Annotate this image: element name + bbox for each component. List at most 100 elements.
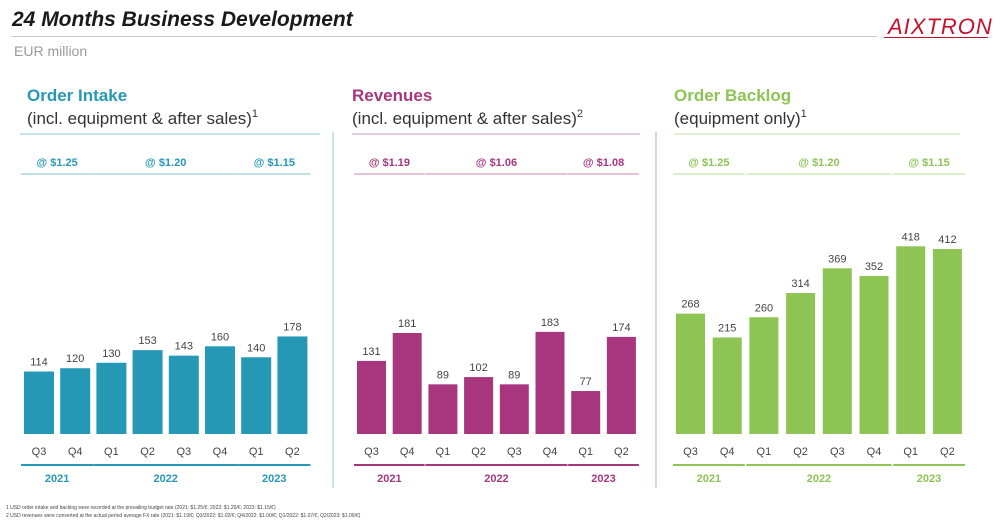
revenues-data-label: 131	[362, 346, 380, 358]
order-intake-title: Order Intake	[27, 86, 127, 105]
order-backlog-data-label: 412	[938, 234, 956, 246]
revenues-bar	[499, 384, 529, 434]
revenues-tick-label: Q4	[400, 446, 415, 458]
revenues-subtitle: (incl. equipment & after sales)2	[352, 108, 583, 128]
order-intake-data-label: 143	[175, 341, 193, 353]
order-backlog-data-label: 369	[828, 253, 846, 265]
order-backlog-data-label: 260	[755, 302, 773, 314]
order-backlog-tick-label: Q2	[793, 446, 808, 458]
order-intake-tick-label: Q2	[285, 446, 300, 458]
order-intake-bar	[132, 350, 163, 434]
revenues-bar	[535, 331, 565, 434]
order-intake-bar	[241, 357, 272, 434]
logo-underline	[884, 37, 988, 38]
order-intake-rate-label: @ $1.20	[145, 157, 186, 169]
revenues-bar	[571, 391, 601, 434]
revenues-data-label: 89	[437, 369, 449, 381]
revenues-data-label: 89	[508, 369, 520, 381]
order-intake-data-label: 178	[283, 321, 301, 333]
order-backlog-data-label: 215	[718, 322, 736, 334]
order-backlog-tick-label: Q4	[867, 446, 882, 458]
order-intake-tick-label: Q1	[249, 446, 264, 458]
order-intake-tick-label: Q3	[176, 446, 191, 458]
order-intake-tick-label: Q4	[213, 446, 228, 458]
revenues-year-label: 2021	[377, 473, 401, 485]
order-intake-subtitle: (incl. equipment & after sales)1	[27, 108, 258, 128]
order-backlog-tick-label: Q3	[830, 446, 845, 458]
order-intake-data-label: 140	[247, 342, 265, 354]
order-backlog-footnote-ref: 1	[801, 108, 807, 120]
order-backlog-bar	[932, 249, 962, 434]
revenues-tick-label: Q2	[471, 446, 486, 458]
order-intake-bar	[96, 362, 127, 434]
revenues-bar	[357, 360, 386, 434]
revenues-bar	[464, 377, 494, 434]
order-intake-tick-label: Q3	[32, 446, 47, 458]
order-intake-tick-label: Q1	[104, 446, 119, 458]
order-backlog-data-label: 268	[681, 299, 699, 311]
order-backlog-data-label: 314	[791, 278, 809, 290]
order-intake-year-label: 2022	[153, 473, 177, 485]
order-backlog-bar	[896, 246, 926, 434]
revenues-title: Revenues	[352, 86, 432, 105]
order-backlog-year-label: 2022	[807, 473, 831, 485]
order-backlog-bar	[676, 313, 705, 434]
order-backlog-tick-label: Q2	[940, 446, 955, 458]
order-intake-bar	[24, 371, 54, 434]
company-logo: AIXTRON	[888, 14, 993, 39]
order-intake-bar	[168, 355, 199, 434]
revenues-rate-label: @ $1.19	[369, 157, 410, 169]
revenues-tick-label: Q1	[436, 446, 451, 458]
order-backlog-rate-label: @ $1.20	[798, 157, 839, 169]
order-backlog-bar	[859, 275, 889, 434]
footnotes: 1 USD order intake and backlog were reco…	[6, 504, 360, 520]
order-backlog-tick-label: Q4	[720, 446, 735, 458]
revenues-data-label: 183	[541, 317, 559, 329]
order-intake-rate-label: @ $1.15	[254, 157, 295, 169]
order-backlog-title: Order Backlog	[674, 86, 791, 105]
order-intake-rate-label: @ $1.25	[36, 157, 77, 169]
order-backlog-bar	[749, 317, 779, 434]
revenues-data-label: 174	[612, 322, 630, 334]
revenues-rate-label: @ $1.08	[583, 157, 624, 169]
order-intake-bar	[277, 336, 308, 434]
revenues-tick-label: Q3	[507, 446, 522, 458]
revenues-footnote-ref: 2	[577, 108, 583, 120]
footnote-2: 2 USD revenues were converted at the act…	[6, 513, 361, 519]
revenues-data-label: 102	[469, 362, 487, 374]
order-intake-footnote-ref: 1	[252, 108, 258, 120]
revenues-tick-label: Q3	[364, 446, 379, 458]
revenues-rate-label: @ $1.06	[476, 157, 517, 169]
order-backlog-year-label: 2023	[917, 473, 941, 485]
revenues-data-label: 181	[398, 318, 416, 330]
order-intake-year-label: 2023	[262, 473, 286, 485]
order-backlog-tick-label: Q3	[683, 446, 698, 458]
revenues-bar	[428, 384, 458, 434]
order-intake-data-label: 160	[211, 331, 229, 343]
unit-label: EUR million	[14, 43, 88, 59]
order-intake-data-label: 153	[138, 335, 156, 347]
order-backlog-tick-label: Q1	[757, 446, 772, 458]
order-backlog-rate-label: @ $1.25	[688, 157, 729, 169]
revenues-year-label: 2023	[591, 473, 615, 485]
revenues-tick-label: Q1	[578, 446, 593, 458]
order-intake-data-label: 130	[102, 348, 120, 360]
order-intake-data-label: 114	[30, 357, 48, 369]
order-backlog-subtitle: (equipment only)1	[674, 108, 807, 128]
order-intake-data-label: 120	[66, 353, 84, 365]
revenues-tick-label: Q2	[614, 446, 629, 458]
order-backlog-bar	[822, 268, 852, 434]
order-intake-year-label: 2021	[45, 473, 69, 485]
order-backlog-bar	[712, 337, 742, 434]
order-backlog-year-label: 2021	[697, 473, 721, 485]
revenues-tick-label: Q4	[543, 446, 558, 458]
revenues-bar	[392, 333, 422, 434]
order-backlog-tick-label: Q1	[903, 446, 918, 458]
order-backlog-data-label: 352	[865, 261, 883, 273]
order-intake-tick-label: Q4	[68, 446, 83, 458]
order-backlog-bar	[786, 293, 816, 434]
header-divider	[12, 36, 877, 37]
order-backlog-rate-label: @ $1.15	[908, 157, 949, 169]
order-intake-bar	[205, 346, 235, 434]
